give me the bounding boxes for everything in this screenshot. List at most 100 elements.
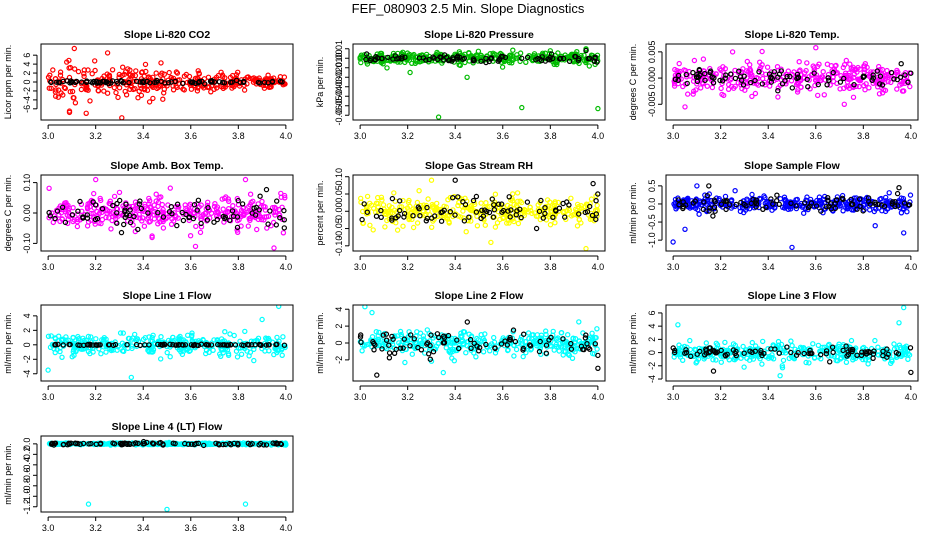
selected-point — [399, 54, 405, 60]
outlier-point — [595, 105, 601, 112]
data-point — [905, 351, 911, 357]
data-point — [810, 341, 816, 347]
data-point — [473, 354, 479, 360]
data-point — [811, 203, 818, 209]
data-point — [60, 92, 66, 98]
data-point — [789, 342, 795, 349]
data-point — [98, 351, 104, 357]
x-axis: 3.0 3.2 3.4 3.6 3.8 4.0 — [42, 255, 292, 272]
data-point — [870, 80, 876, 87]
selected-point — [901, 200, 908, 206]
data-point — [71, 66, 78, 72]
selected-point — [397, 198, 403, 204]
selected-point — [84, 215, 91, 221]
selected-point — [724, 351, 730, 357]
data-point — [759, 361, 765, 367]
data-point — [155, 203, 161, 210]
data-point — [360, 53, 366, 60]
data-point — [553, 210, 559, 216]
y-axis-label: ml/min per min. — [628, 182, 638, 244]
selected-point — [540, 215, 547, 221]
data-point — [687, 205, 693, 211]
selected-point — [80, 214, 86, 220]
selected-point — [584, 341, 590, 347]
y-tick-label: -0.5 — [647, 214, 657, 230]
selected-point — [826, 77, 832, 84]
selected-point — [426, 56, 432, 63]
data-point — [55, 94, 62, 100]
y-tick-label: 0.10 — [334, 168, 344, 186]
selected-point — [527, 343, 534, 349]
selected-point — [524, 199, 531, 205]
point-cloud — [357, 46, 601, 120]
data-point — [478, 52, 484, 59]
data-point — [841, 61, 848, 68]
data-point — [136, 88, 142, 95]
selected-point — [205, 204, 211, 211]
data-point — [74, 218, 81, 225]
data-point — [851, 355, 857, 361]
data-point — [510, 47, 516, 53]
selected-point — [732, 350, 738, 357]
selected-point — [521, 331, 527, 337]
x-tick-label: 3.2 — [714, 392, 727, 402]
y-tick-label: 6 — [647, 310, 657, 315]
outlier-point — [583, 46, 589, 52]
data-point — [676, 345, 682, 352]
selected-point — [94, 215, 101, 222]
data-point — [119, 72, 125, 79]
selected-point — [486, 209, 493, 216]
data-point — [274, 334, 280, 341]
selected-point — [383, 331, 390, 337]
panel-title: Slope Li-820 CO2 — [124, 29, 211, 41]
x-tick-label: 3.4 — [137, 262, 150, 272]
selected-point — [807, 347, 813, 354]
selected-point — [707, 205, 713, 211]
selected-point — [582, 335, 589, 341]
data-point — [738, 355, 744, 361]
selected-point — [840, 347, 846, 354]
selected-point — [68, 79, 75, 86]
selected-point — [483, 59, 489, 66]
selected-point — [697, 72, 703, 78]
x-tick-label: 3.8 — [232, 131, 245, 141]
data-point — [216, 351, 223, 357]
selected-point — [48, 441, 55, 447]
data-point — [803, 359, 809, 366]
selected-point — [361, 201, 367, 207]
outlier-point — [45, 367, 51, 373]
x-tick-label: 3.2 — [714, 262, 727, 272]
data-point — [160, 96, 166, 102]
selected-point — [169, 210, 175, 217]
data-point — [98, 220, 104, 227]
data-point — [834, 194, 841, 200]
data-point — [884, 67, 890, 74]
selected-point — [400, 345, 406, 351]
data-point — [208, 89, 214, 95]
x-tick-label: 3.2 — [89, 131, 102, 141]
data-point — [677, 352, 683, 358]
data-point — [760, 338, 766, 345]
x-tick-label: 3.2 — [89, 392, 102, 402]
outlier-point — [710, 368, 717, 374]
selected-point — [450, 194, 456, 201]
selected-point — [586, 55, 593, 62]
y-axis-label: ml/min per min. — [3, 312, 13, 374]
selected-point — [672, 76, 679, 83]
selected-point — [240, 79, 247, 86]
data-point — [692, 205, 699, 211]
data-point — [153, 70, 159, 76]
x-tick-label: 4.0 — [280, 131, 293, 141]
data-point — [140, 336, 147, 343]
data-point — [867, 207, 873, 213]
selected-point — [386, 355, 393, 361]
point-cloud — [46, 438, 289, 512]
data-point — [45, 333, 52, 339]
selected-point — [864, 349, 870, 355]
data-point — [463, 350, 469, 356]
selected-point — [805, 204, 812, 211]
selected-point — [759, 81, 766, 87]
selected-point — [825, 197, 831, 203]
selected-point — [373, 54, 379, 60]
data-point — [116, 189, 123, 196]
